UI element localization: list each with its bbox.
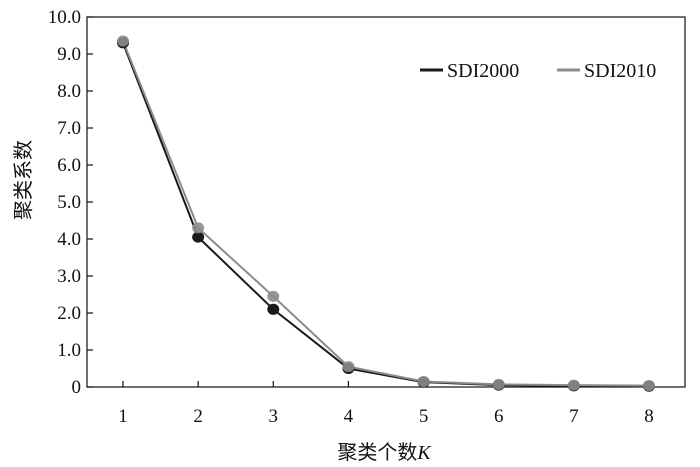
y-axis-title: 聚类系数 [12,140,35,220]
x-axis-title-variable: K [416,442,432,464]
y-tick-label: 4.0 [57,229,81,250]
x-tick-label: 6 [494,406,504,427]
data-point-sdi2010 [567,379,580,391]
x-axis: 1 2 3 4 5 6 7 8 [118,381,654,427]
data-point-sdi2010 [267,290,280,302]
data-point-sdi2010 [492,378,505,390]
y-tick-label: 9.0 [57,44,81,65]
data-point-sdi2010 [417,375,430,387]
series-line-sdi2010 [122,40,650,387]
x-tick-label: 4 [344,406,354,427]
x-tick-label: 2 [193,406,203,427]
y-tick-label: 1.0 [57,340,81,361]
x-tick-label: 7 [569,406,579,427]
x-tick-label: 5 [419,406,429,427]
data-point-sdi2000 [267,303,280,315]
y-tick-label: 10.0 [48,7,81,28]
data-point-sdi2010 [342,361,355,373]
y-tick-label: 0 [72,377,82,398]
x-axis-title-text: 聚类个数 [337,441,417,464]
x-tick-label: 3 [269,406,279,427]
y-tick-label: 5.0 [57,192,81,213]
legend-label-sdi2010: SDI2010 [584,60,656,82]
y-tick-label: 8.0 [57,81,81,102]
y-tick-label: 7.0 [57,118,81,139]
y-axis: 0 1.0 2.0 3.0 4.0 5.0 6.0 7.0 8.0 9.0 10.0 [48,7,93,398]
data-point-sdi2000 [192,231,205,243]
legend-label-sdi2000: SDI2000 [447,60,519,82]
x-axis-title: 聚类个数K [337,441,432,464]
data-point-sdi2010 [643,380,655,392]
x-tick-label: 1 [118,406,128,427]
data-point-sdi2010 [192,222,205,234]
x-tick-label: 8 [644,406,654,427]
y-tick-label: 6.0 [57,155,81,176]
series-layer [117,35,655,392]
data-point-sdi2010 [117,35,129,47]
series-line-sdi2000 [122,42,650,388]
y-tick-label: 3.0 [57,266,81,287]
legend: SDI2000 SDI2010 [420,60,656,82]
y-tick-label: 2.0 [57,303,81,324]
